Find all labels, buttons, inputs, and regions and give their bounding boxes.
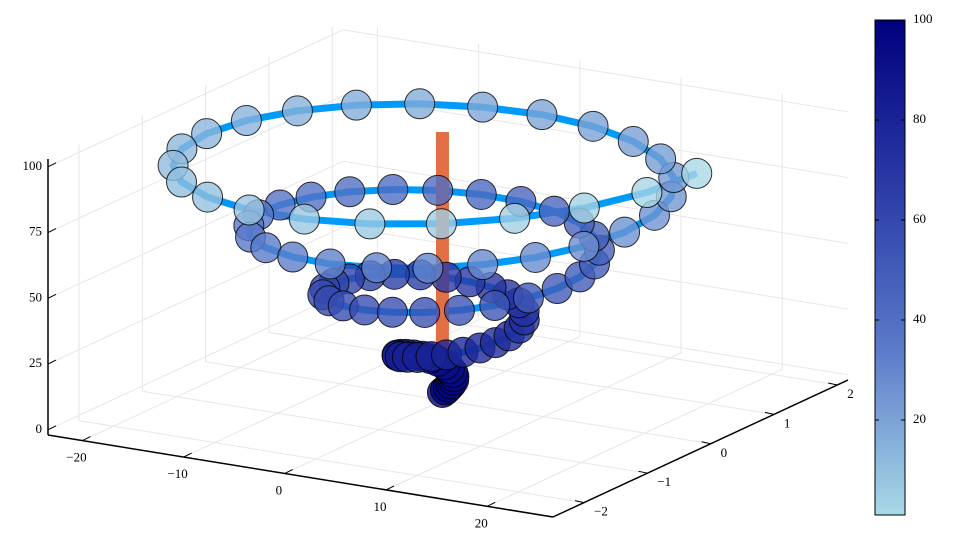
y-tick-label: −1 [657,474,671,489]
grid-line [142,390,648,474]
colorbar [874,19,906,516]
y-tick-label: 0 [721,445,728,460]
marker [479,289,511,321]
marker [465,178,497,210]
z-tick [47,425,57,431]
x-tick-label: −10 [167,466,187,481]
y-axis [552,379,849,518]
marker [425,208,457,240]
colorbar-tick-label: 40 [913,311,926,326]
colorbar-tick-label: 60 [913,211,926,226]
marker [314,248,346,280]
marker [526,99,558,131]
y-tick-label: −2 [594,504,608,519]
marker [361,252,393,284]
grid-line [47,160,344,299]
marker [349,294,381,326]
marker [191,118,223,150]
z-tick [47,228,57,234]
x-tick [82,436,91,442]
z-tick-label: 100 [23,158,43,173]
colorbar-tick-label: 80 [913,111,926,126]
x-tick-label: 0 [276,482,283,497]
x-tick [183,452,192,458]
marker [334,176,366,208]
marker [233,194,265,226]
marker [277,241,309,273]
x-tick [284,469,294,474]
marker [609,216,641,248]
grid-line [284,335,581,474]
z-tick [47,293,57,299]
z-tick-label: 0 [36,421,43,436]
colorbar-tick-label: 20 [913,411,926,426]
grid-line [385,352,682,491]
y-tick [828,382,838,386]
grid-line [342,29,849,113]
marker [422,174,454,206]
marker [631,176,663,208]
marker [681,157,713,189]
marker [166,166,198,198]
z-tick-label: 75 [29,224,42,239]
y-tick [574,500,585,504]
marker [409,296,441,328]
marker [250,232,282,264]
marker [467,249,499,281]
x-tick [486,501,496,507]
y-tick [701,441,711,445]
marker [512,282,544,314]
z-tick-label: 25 [29,355,42,370]
y-tick [764,411,775,415]
marker [376,296,408,328]
grid-line [268,331,775,415]
x-tick-label: 20 [475,515,488,530]
x-axis [47,434,554,518]
marker [568,192,600,224]
marker [230,105,262,137]
grid-line [47,29,344,168]
marker [377,174,409,206]
z-tick-label: 50 [29,289,42,304]
x-tick [385,485,395,491]
x-tick-label: 10 [374,499,387,514]
marker [404,88,436,120]
marker [568,230,600,262]
grid-line [205,361,711,445]
z-tick [47,162,57,168]
marker [467,91,499,123]
marker [645,143,677,175]
grid-line [82,303,378,442]
y-tick [638,470,648,474]
grid-line [78,420,585,504]
marker [443,294,475,326]
marker [499,202,531,234]
marker [577,110,609,142]
marker [288,203,320,235]
marker [538,195,570,227]
grid-line [47,292,344,431]
colorbar-tick-label: 100 [913,11,933,26]
marker [192,181,224,213]
marker [412,252,444,284]
marker [340,89,372,121]
marker [519,241,551,273]
marker [354,208,386,240]
y-tick-label: 2 [847,386,854,401]
x-tick-label: −20 [66,450,86,465]
z-tick [47,359,57,365]
y-tick-label: 1 [784,415,791,430]
marker [281,95,313,127]
marker [617,125,649,157]
grid-line [487,368,783,507]
